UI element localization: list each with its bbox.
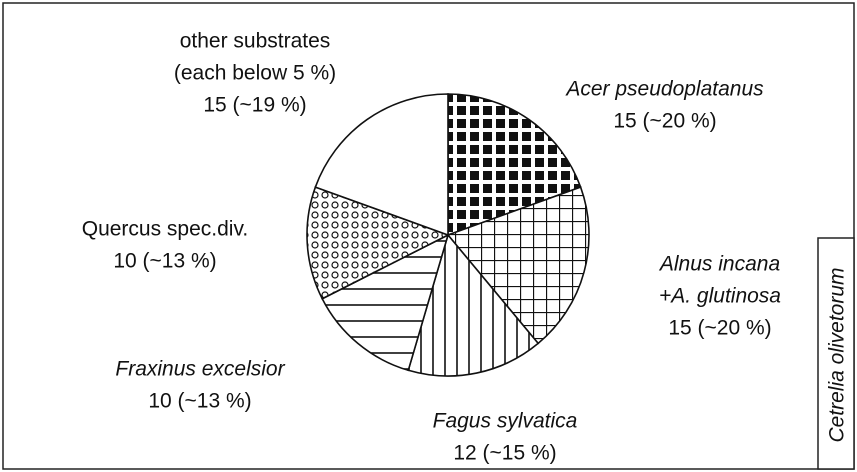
slice-label: Alnus incana <box>658 253 780 276</box>
pie-slice <box>306 186 451 300</box>
slice-label: Fagus sylvatica <box>433 410 578 433</box>
value-label: 10 (~13 %) <box>113 250 216 273</box>
pie-slice <box>446 186 590 345</box>
pie-slice <box>407 233 540 377</box>
pie-slice <box>314 93 449 237</box>
side-box <box>817 237 855 470</box>
side-label: Cetrelia olivetorum <box>826 267 849 442</box>
slice-label: Acer pseudoplatanus <box>564 78 764 101</box>
value-label: 12 (~15 %) <box>453 442 556 465</box>
slice-label: Quercus spec.div. <box>82 218 249 241</box>
value-label: 15 (~20 %) <box>668 317 771 340</box>
value-label: 10 (~13 %) <box>148 390 251 413</box>
slice-label: +A. glutinosa <box>659 285 781 308</box>
value-label: 15 (~20 %) <box>613 110 716 133</box>
slice-label: other substrates <box>180 30 331 53</box>
pie-slice <box>321 233 450 372</box>
slice-label: (each below 5 %) <box>174 62 336 85</box>
pie-slice <box>447 93 582 237</box>
slice-label: Fraxinus excelsior <box>115 358 285 381</box>
value-label: 15 (~19 %) <box>203 94 306 117</box>
